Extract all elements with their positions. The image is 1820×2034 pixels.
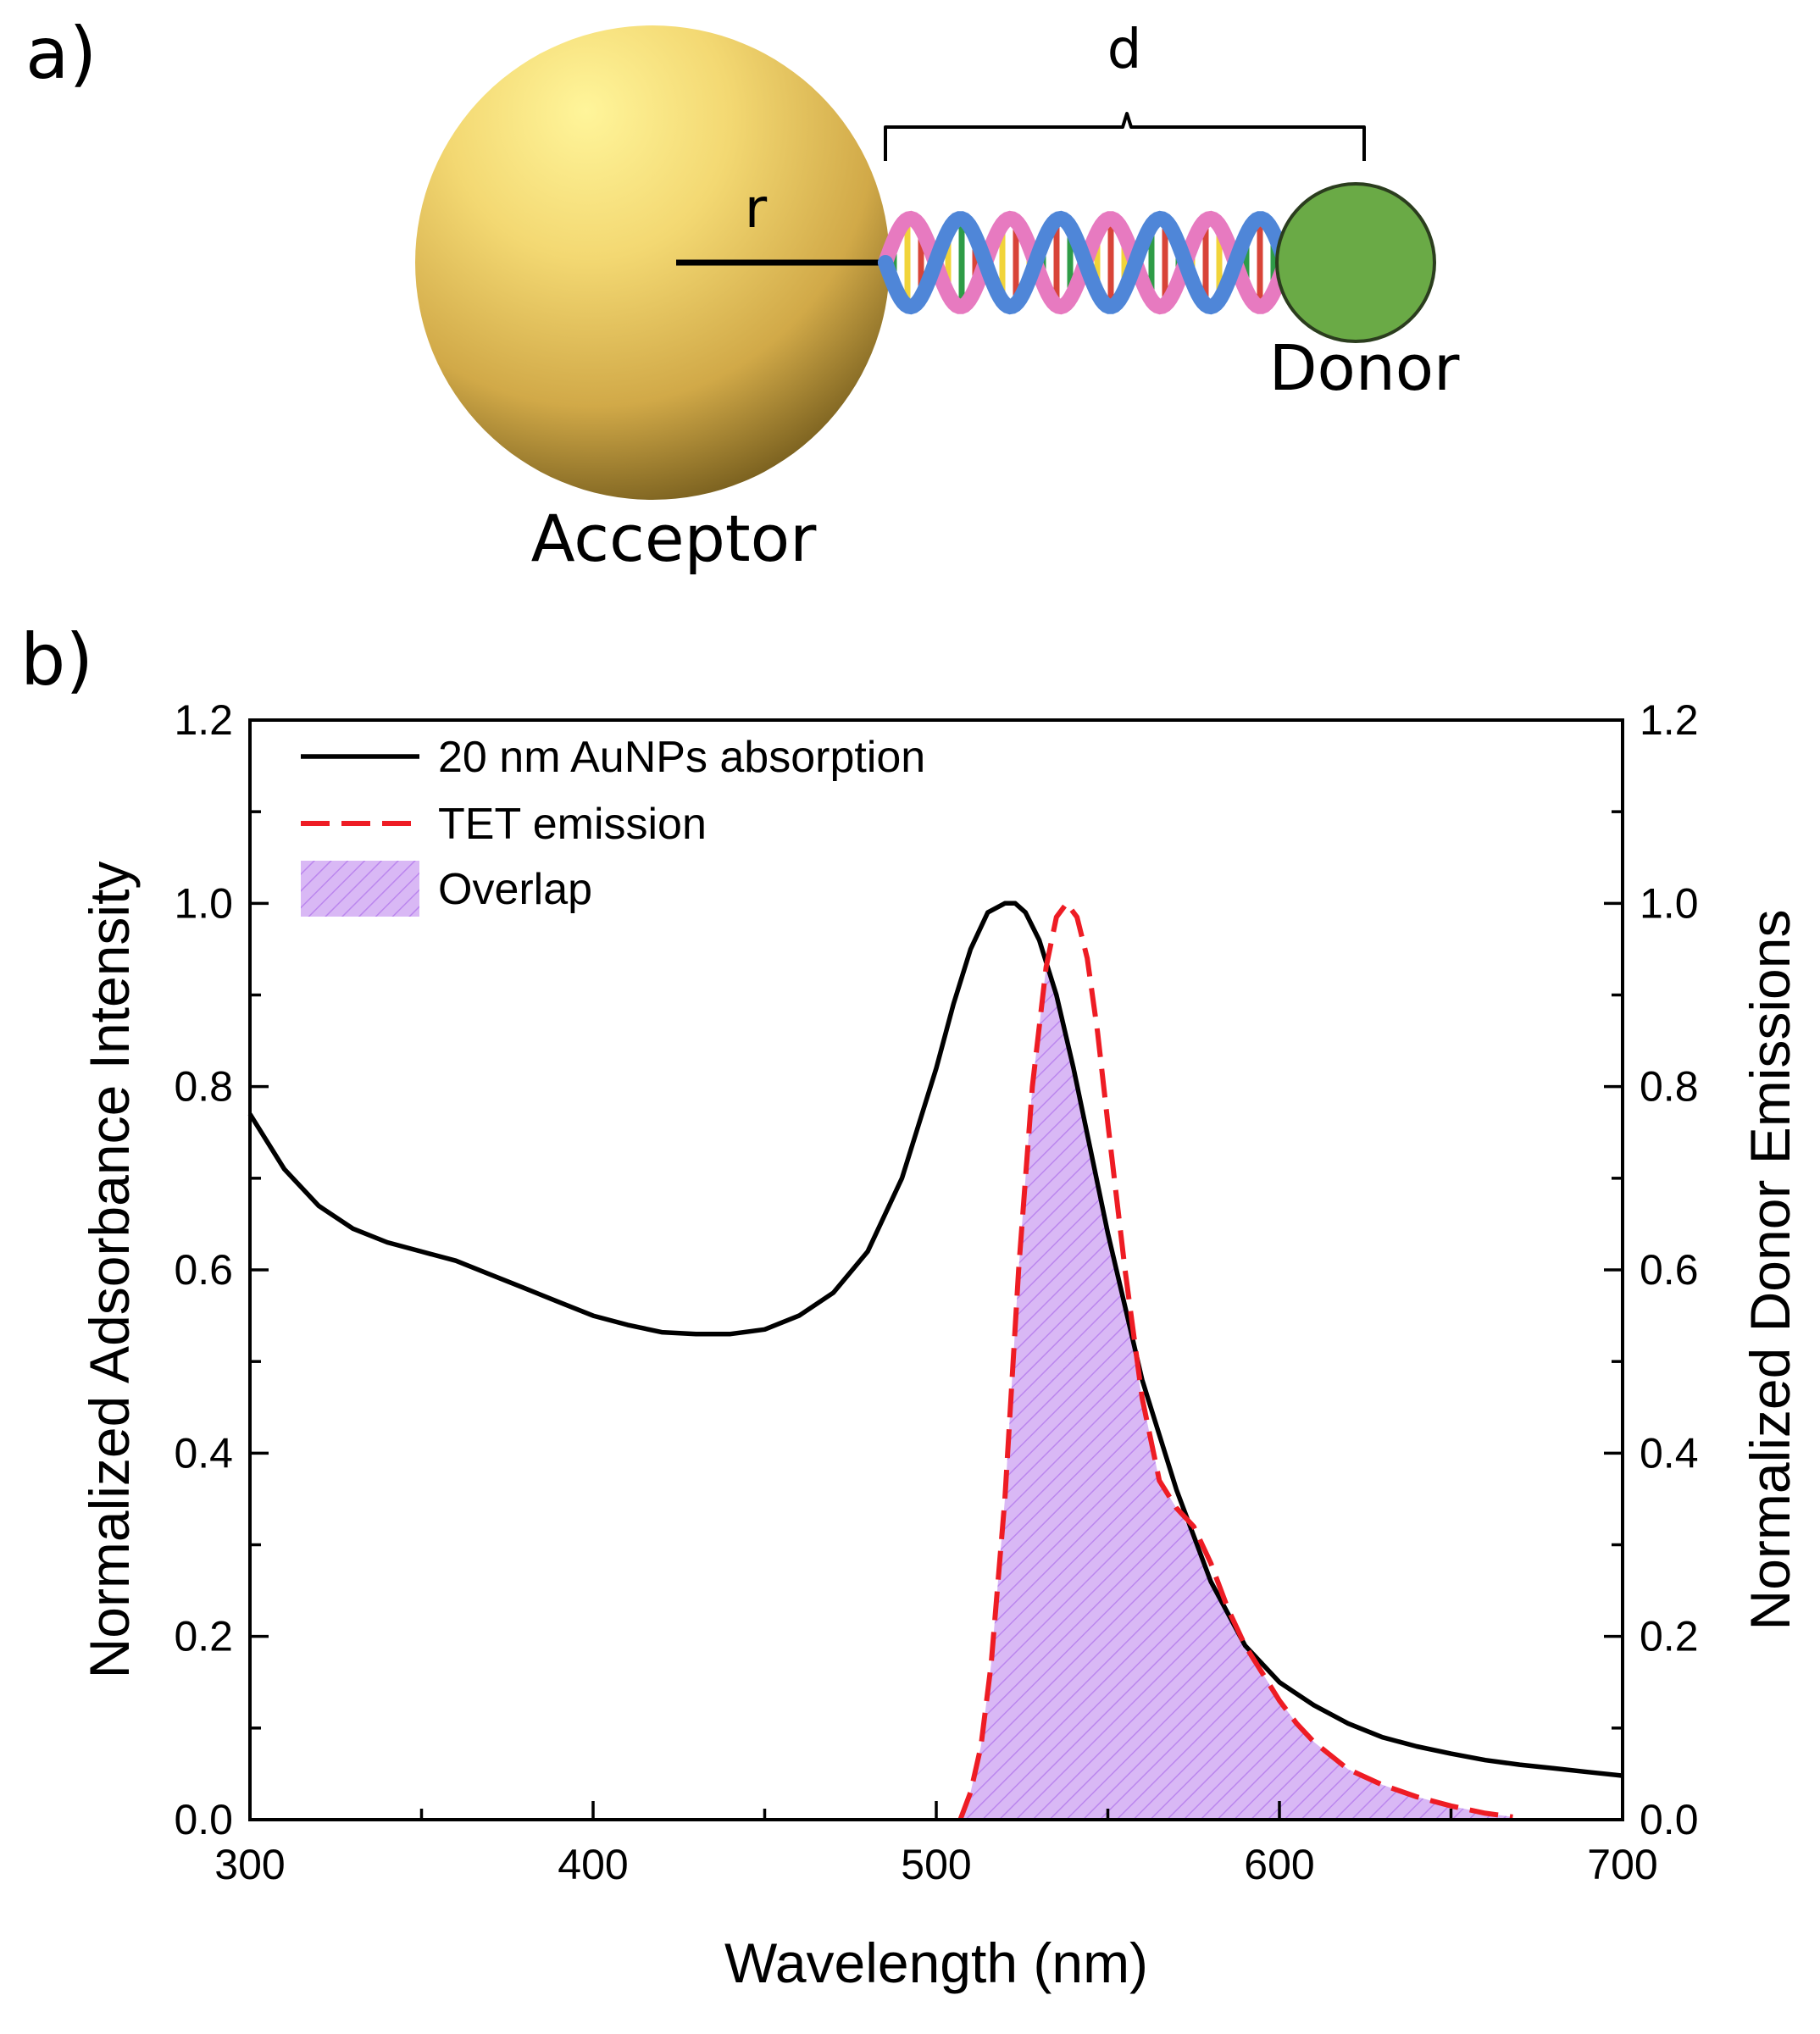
x-tick-label: 400 xyxy=(558,1841,628,1888)
y-axis-title: Normalized Adsorbance Intensity xyxy=(78,862,141,1679)
x-tick-label: 700 xyxy=(1587,1841,1657,1888)
x-axis-title: Wavelength (nm) xyxy=(724,1931,1148,1994)
legend-label-absorption: 20 nm AuNPs absorption xyxy=(438,733,925,782)
emission-line xyxy=(957,901,1513,1821)
x-tick-label: 300 xyxy=(214,1841,285,1888)
panel-a-label: a) xyxy=(25,12,97,95)
y2-axis-title: Normalized Donor Emissions xyxy=(1739,910,1801,1631)
y2-tick-label: 0.0 xyxy=(1640,1796,1699,1843)
panel-a: a) d r Donor Acceptor xyxy=(25,12,1460,576)
absorption-line xyxy=(247,901,1623,1778)
acceptor-label: Acceptor xyxy=(531,501,818,576)
axis-ticks: 300 400 500 600 7000.00.20.40.60.81.01.20.00… xyxy=(174,696,1698,1888)
distance-brace xyxy=(884,112,1366,161)
radius-label: r xyxy=(745,178,768,241)
y-tick-label: 1.0 xyxy=(174,879,233,927)
legend-label-overlap: Overlap xyxy=(438,865,592,914)
y-tick-label: 1.2 xyxy=(174,696,233,744)
y-tick-label: 0.2 xyxy=(174,1613,233,1660)
legend: 20 nm AuNPs absorption TET emission Over… xyxy=(301,733,925,917)
dna-strand-blue xyxy=(878,210,1295,315)
x-tick-label: 500 xyxy=(901,1841,971,1888)
y2-tick-label: 0.8 xyxy=(1640,1063,1699,1111)
overlap-area xyxy=(960,967,1513,1820)
legend-swatch-overlap xyxy=(301,861,419,917)
y2-tick-label: 1.2 xyxy=(1640,696,1699,744)
donor-label: Donor xyxy=(1269,332,1460,405)
y2-tick-label: 0.4 xyxy=(1640,1429,1699,1477)
plot-area xyxy=(247,901,1623,1821)
y2-tick-label: 0.6 xyxy=(1640,1246,1699,1294)
dna-helix xyxy=(878,210,1295,315)
y-tick-label: 0.0 xyxy=(174,1796,233,1843)
y2-tick-label: 1.0 xyxy=(1640,879,1699,927)
acceptor-sphere xyxy=(415,25,890,500)
distance-label: d xyxy=(1107,19,1142,81)
x-tick-label: 600 xyxy=(1244,1841,1314,1888)
panel-b-label: b) xyxy=(20,618,93,701)
y-tick-label: 0.8 xyxy=(174,1063,233,1111)
panel-b: b) 300 400 500 600 7000.00.20.40.60.81.01.20… xyxy=(20,618,1801,1994)
y-tick-label: 0.6 xyxy=(174,1246,233,1294)
legend-label-emission: TET emission xyxy=(438,800,707,849)
y-tick-label: 0.4 xyxy=(174,1429,233,1477)
y2-tick-label: 0.2 xyxy=(1640,1613,1699,1660)
donor-sphere xyxy=(1275,182,1436,343)
